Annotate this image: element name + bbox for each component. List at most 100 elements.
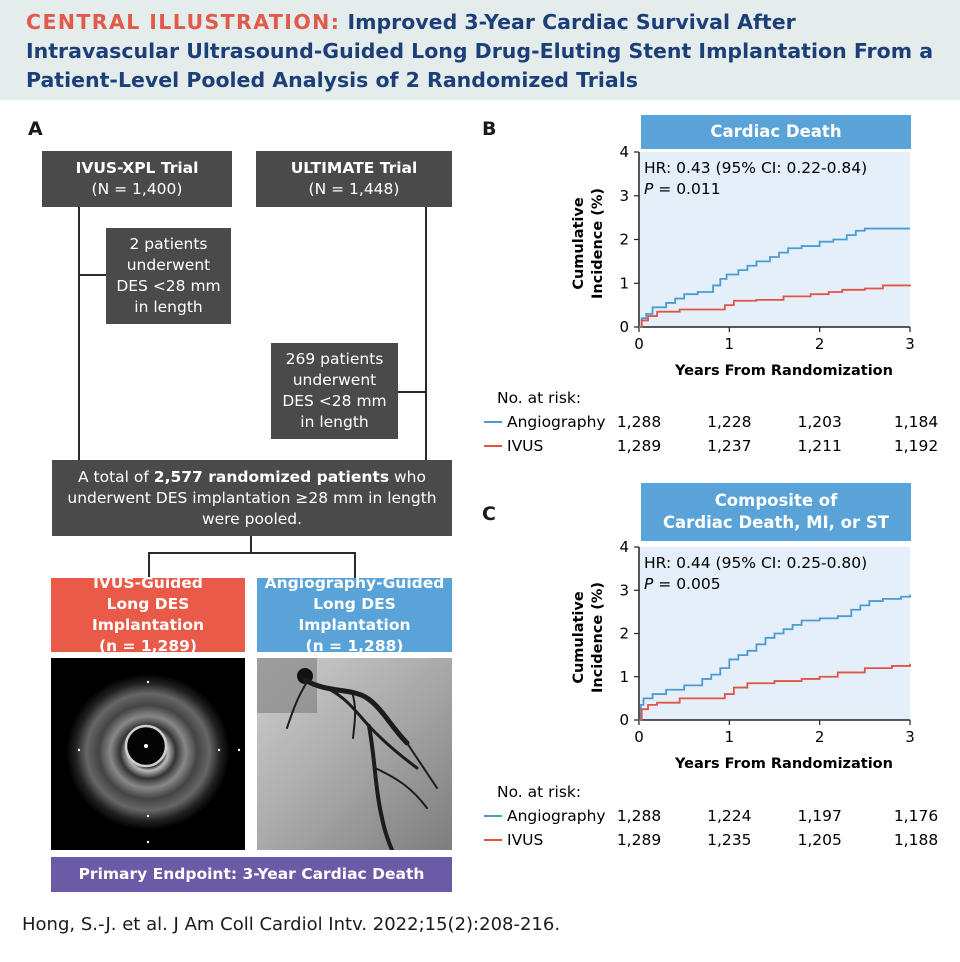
pooled-line1-post: who (389, 467, 426, 486)
angiography-image (257, 658, 452, 850)
y-tick-label: 2 (619, 231, 629, 249)
pooled-line1-pre: A total of (78, 467, 154, 486)
risk-value: 1,235 (707, 831, 751, 849)
risk-row-name: Angiography (507, 807, 606, 825)
y-tick-label: 0 (619, 318, 629, 336)
split-left (148, 552, 150, 578)
risk-value: 1,289 (617, 831, 661, 849)
x-axis-label: Years From Randomization (674, 756, 893, 772)
ivus-arm-line: Long DES Implantation (91, 595, 205, 634)
ivus-arm-line: (n = 1,289) (98, 637, 197, 655)
x-tick-label: 1 (725, 728, 735, 746)
central-illustration-title: CENTRAL ILLUSTRATION: Improved 3-Year Ca… (26, 8, 946, 95)
p-value-text: P = 0.005 (644, 575, 721, 593)
risk-value: 1,203 (797, 413, 841, 431)
risk-row-name: Angiography (507, 413, 606, 431)
risk-row-name: IVUS (507, 831, 543, 849)
panel-a-letter: A (28, 118, 43, 140)
angio-arm-line: Angiography-Guided (264, 574, 445, 592)
trial2-n: (N = 1,448) (308, 180, 400, 198)
connector-excl2 (398, 391, 426, 393)
y-axis-label: Incidence (%) (590, 188, 606, 299)
y-tick-label: 4 (619, 143, 629, 161)
connector-left (78, 207, 80, 460)
x-tick-label: 2 (815, 335, 825, 353)
angiography-image-graphic (257, 658, 452, 850)
y-tick-label: 1 (619, 274, 629, 292)
ivus-cross-section-image (51, 658, 245, 850)
hazard-ratio-text: HR: 0.43 (95% CI: 0.22-0.84) (644, 159, 867, 177)
series-line-angiography (639, 227, 910, 328)
risk-table-label: No. at risk: (497, 783, 581, 801)
primary-endpoint-text: Primary Endpoint: 3-Year Cardiac Death (78, 865, 425, 883)
risk-value: 1,228 (707, 413, 751, 431)
illustration-title-text: Improved 3-Year Cardiac Survival After I… (26, 10, 934, 92)
excl1-line: in length (134, 298, 203, 316)
pooled-line2: underwent DES implantation ≥28 mm in len… (67, 488, 437, 507)
x-tick-label: 0 (634, 335, 644, 353)
split-stem (250, 536, 252, 553)
hazard-ratio-text: HR: 0.44 (95% CI: 0.25-0.80) (644, 554, 867, 572)
ivus-guided-arm-box: IVUS-Guided Long DES Implantation (n = 1… (51, 574, 245, 655)
risk-table-label: No. at risk: (497, 389, 581, 407)
x-tick-label: 0 (634, 728, 644, 746)
split-right (354, 552, 356, 578)
trial1-name: IVUS-XPL Trial (75, 159, 199, 177)
central-illustration-label: CENTRAL ILLUSTRATION: (26, 10, 341, 34)
header-banner: CENTRAL ILLUSTRATION: Improved 3-Year Ca… (0, 0, 960, 100)
y-tick-label: 3 (619, 581, 629, 599)
excl2-line: in length (300, 413, 369, 431)
excl2-line: underwent (292, 371, 377, 389)
series-line-ivus (639, 284, 911, 328)
p-value-label: P (644, 180, 654, 198)
risk-value: 1,192 (894, 437, 938, 455)
p-value-number: = 0.011 (653, 180, 720, 198)
risk-value: 1,176 (894, 807, 938, 825)
y-tick-label: 1 (619, 668, 629, 686)
panel-c-letter: C (482, 503, 496, 525)
risk-row-name: IVUS (507, 437, 543, 455)
pooled-line1-bold: 2,577 randomized patients (153, 467, 390, 486)
primary-endpoint-box: Primary Endpoint: 3-Year Cardiac Death (51, 857, 452, 892)
trial1-n: (N = 1,400) (91, 180, 183, 198)
y-axis-label: Cumulative (571, 197, 587, 290)
p-value-label: P (644, 575, 654, 593)
x-tick-label: 3 (905, 728, 915, 746)
risk-value: 1,288 (617, 807, 661, 825)
chart-b-title: Cardiac Death (641, 115, 911, 149)
excl1-line: DES <28 mm (116, 277, 221, 295)
series-line-ivus (639, 663, 911, 721)
angiography-guided-arm-box: Angiography-Guided Long DES Implantation… (257, 574, 452, 655)
chart-c-composite: 0 1 2 3 4 0 1 2 3 Years From Randomization Cumulat… (484, 538, 938, 849)
x-tick-label: 1 (725, 335, 735, 353)
chart-c-title-line: Cardiac Death, MI, or ST (662, 513, 890, 532)
y-tick-label: 3 (619, 187, 629, 205)
excl2-line: DES <28 mm (282, 392, 387, 410)
x-axis-label: Years From Randomization (674, 363, 893, 379)
y-axis-label: Cumulative (571, 591, 587, 684)
pooled-line3: were pooled. (201, 509, 303, 528)
series-line-angiography (639, 594, 911, 721)
risk-value: 1,184 (894, 413, 938, 431)
ivus-arm-line: IVUS-Guided (93, 574, 203, 592)
y-axis-label: Incidence (%) (590, 582, 606, 693)
ivus-image-graphic (51, 658, 245, 850)
p-value-text: P = 0.011 (644, 180, 721, 198)
p-value-number: = 0.005 (653, 575, 720, 593)
excl1-line: underwent (126, 256, 211, 274)
panel-b-letter: B (482, 118, 497, 140)
risk-value: 1,237 (707, 437, 751, 455)
split-bar (148, 552, 356, 554)
trial2-name: ULTIMATE Trial (290, 159, 418, 177)
pooled-line1: A total of 2,577 randomized patients who (78, 467, 426, 488)
citation: Hong, S.-J. et al. J Am Coll Cardiol Int… (22, 914, 561, 935)
risk-value: 1,289 (617, 437, 661, 455)
risk-value: 1,211 (797, 437, 841, 455)
x-tick-label: 2 (815, 728, 825, 746)
y-tick-label: 2 (619, 625, 629, 643)
excl1-line: 2 patients (129, 235, 208, 253)
risk-value: 1,288 (617, 413, 661, 431)
risk-value: 1,205 (797, 831, 841, 849)
chart-b-title-line: Cardiac Death (710, 122, 842, 141)
x-tick-label: 3 (905, 335, 915, 353)
